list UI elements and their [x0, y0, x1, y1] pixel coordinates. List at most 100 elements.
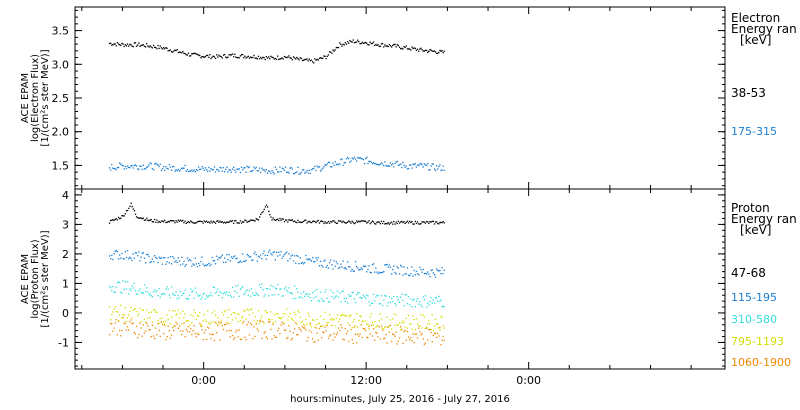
- data-point: [163, 292, 165, 295]
- data-point: [181, 52, 183, 54]
- data-point: [368, 220, 370, 222]
- data-point: [137, 44, 139, 46]
- data-point: [222, 167, 225, 169]
- data-point: [401, 166, 403, 169]
- data-point: [432, 220, 434, 222]
- data-point: [220, 56, 222, 58]
- data-point: [247, 309, 249, 311]
- data-point: [117, 320, 120, 322]
- data-point: [317, 257, 319, 259]
- data-point: [178, 325, 181, 327]
- data-point: [358, 220, 360, 222]
- data-point: [297, 334, 299, 336]
- data-point: [238, 57, 240, 59]
- data-point: [304, 295, 306, 298]
- data-point: [115, 218, 117, 220]
- data-point: [309, 297, 311, 299]
- data-point: [281, 167, 283, 169]
- data-point: [327, 220, 330, 223]
- data-point: [272, 286, 274, 288]
- data-point: [385, 222, 387, 225]
- data-point: [361, 297, 363, 299]
- data-point: [205, 295, 208, 297]
- data-point: [139, 45, 141, 47]
- data-point: [202, 167, 204, 169]
- data-point: [269, 170, 271, 173]
- data-point: [210, 220, 212, 222]
- data-point: [205, 169, 208, 171]
- data-point: [140, 320, 142, 323]
- data-point: [272, 322, 274, 324]
- data-point: [296, 334, 298, 336]
- data-point: [192, 330, 194, 332]
- data-point: [174, 261, 176, 263]
- data-point: [356, 294, 358, 296]
- data-point: [307, 336, 309, 339]
- data-point: [202, 222, 204, 224]
- data-point: [221, 221, 223, 223]
- data-point: [214, 263, 217, 265]
- data-point: [112, 330, 114, 332]
- data-point: [119, 282, 121, 284]
- data-point: [211, 56, 213, 58]
- data-point: [333, 332, 335, 335]
- data-point: [288, 316, 290, 318]
- data-point: [325, 330, 327, 332]
- data-point: [421, 327, 423, 329]
- data-point: [291, 293, 293, 295]
- data-point: [274, 287, 276, 289]
- data-point: [424, 222, 427, 224]
- data-point: [242, 322, 244, 324]
- data-point: [297, 58, 299, 60]
- data-point: [194, 222, 196, 224]
- data-point: [315, 327, 317, 329]
- data-point: [321, 297, 323, 300]
- data-point: [169, 337, 172, 339]
- data-point: [287, 56, 289, 58]
- data-point: [208, 221, 210, 223]
- data-point: [227, 322, 229, 325]
- data-point: [284, 56, 287, 58]
- data-point: [199, 54, 201, 57]
- data-point: [397, 267, 399, 269]
- data-point: [244, 310, 246, 312]
- data-point: [238, 168, 240, 170]
- data-point: [240, 261, 243, 263]
- data-point: [117, 320, 120, 323]
- data-point: [336, 222, 339, 224]
- data-point: [330, 51, 332, 53]
- data-point: [384, 294, 386, 297]
- data-point: [113, 327, 115, 329]
- y-tick-label: 2.0: [52, 126, 70, 139]
- data-point: [361, 41, 363, 43]
- data-point: [165, 320, 167, 322]
- data-point: [147, 253, 149, 255]
- data-point: [301, 320, 304, 322]
- data-point: [283, 169, 286, 171]
- data-point: [298, 311, 300, 313]
- data-point: [439, 329, 441, 331]
- data-point: [159, 221, 161, 224]
- data-point: [396, 44, 398, 46]
- data-point: [316, 332, 318, 334]
- data-point: [261, 212, 263, 214]
- data-point: [200, 324, 202, 326]
- data-point: [253, 253, 255, 255]
- data-point: [125, 167, 128, 169]
- data-point: [257, 255, 260, 257]
- data-point: [221, 170, 223, 172]
- data-point: [287, 260, 289, 262]
- data-point: [384, 44, 386, 46]
- data-point: [416, 273, 419, 275]
- data-point: [270, 328, 272, 331]
- data-point: [350, 40, 352, 43]
- data-point: [308, 258, 310, 260]
- data-point: [393, 265, 395, 267]
- data-point: [374, 339, 376, 341]
- data-point: [299, 296, 301, 298]
- data-point: [273, 335, 275, 337]
- data-point: [174, 310, 176, 312]
- data-point: [406, 220, 409, 222]
- data-point: [263, 322, 265, 324]
- data-point: [340, 301, 342, 303]
